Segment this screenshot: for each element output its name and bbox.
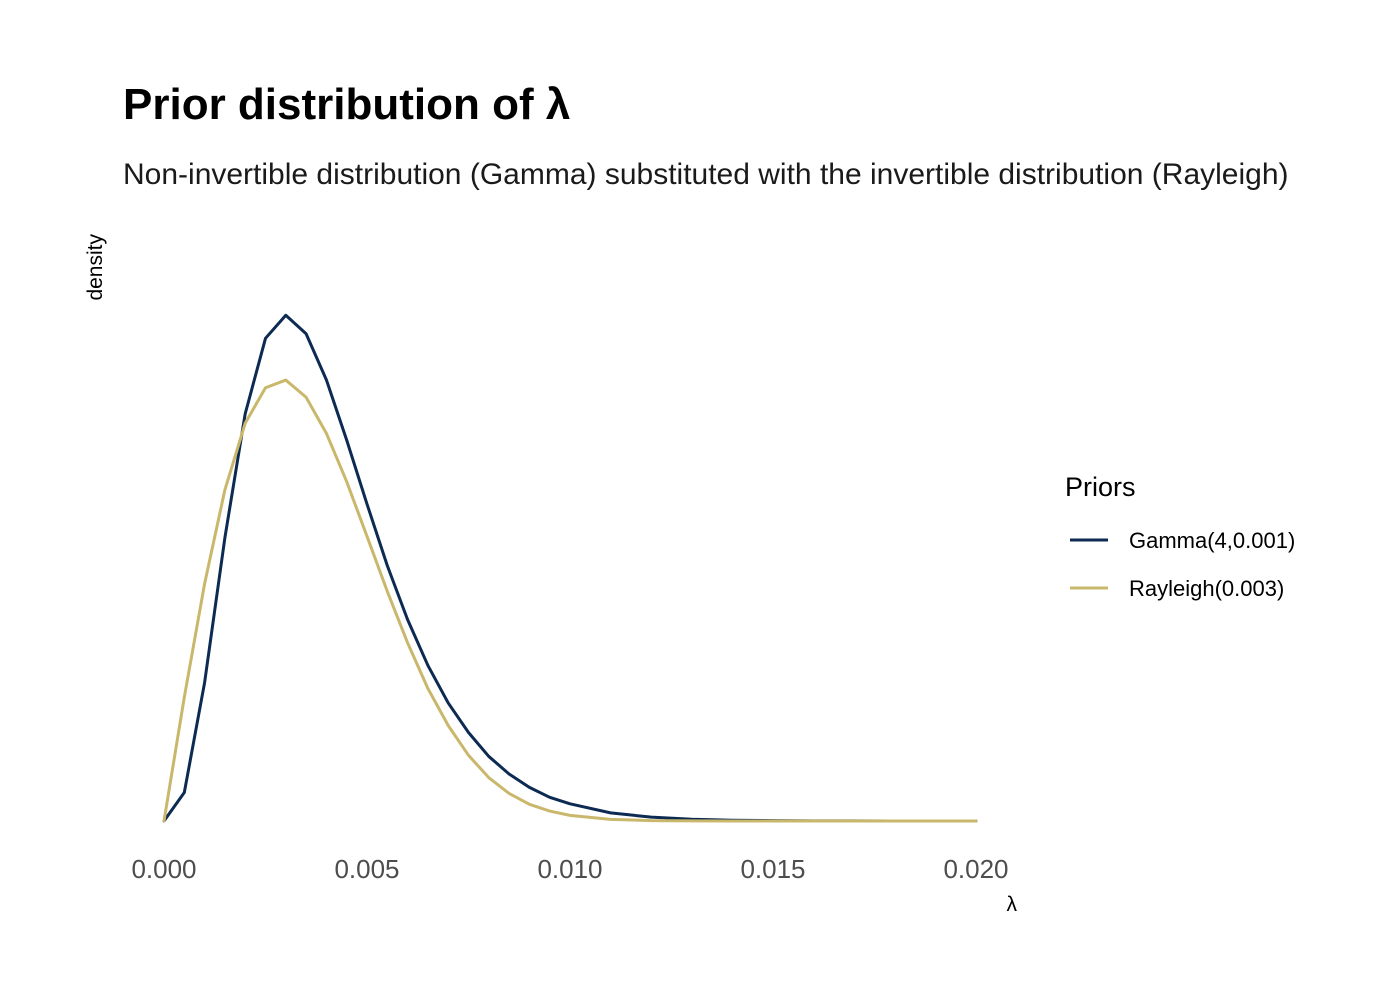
legend-label-gamma: Gamma(4,0.001) — [1129, 528, 1295, 553]
x-tick-label: 0.010 — [537, 854, 602, 884]
series-line-gamma — [162, 313, 978, 823]
x-tick-label: 0.005 — [334, 854, 399, 884]
x-axis-label: λ — [1007, 893, 1018, 916]
legend: Priors Gamma(4,0.001) Rayleigh(0.003) — [1065, 472, 1295, 601]
x-tick-label: 0.015 — [740, 854, 805, 884]
legend-title: Priors — [1065, 472, 1136, 502]
y-axis-label: density — [84, 234, 107, 301]
x-axis-ticks: 0.000 0.005 0.010 0.015 0.020 — [131, 854, 1008, 884]
legend-label-rayleigh: Rayleigh(0.003) — [1129, 576, 1284, 601]
chart-title: Prior distribution of λ — [123, 80, 570, 129]
series-line-rayleigh — [162, 378, 978, 823]
x-tick-label: 0.000 — [131, 854, 196, 884]
plot-series — [162, 313, 978, 823]
chart-subtitle: Non-invertible distribution (Gamma) subs… — [123, 158, 1289, 191]
x-tick-label: 0.020 — [943, 854, 1008, 884]
